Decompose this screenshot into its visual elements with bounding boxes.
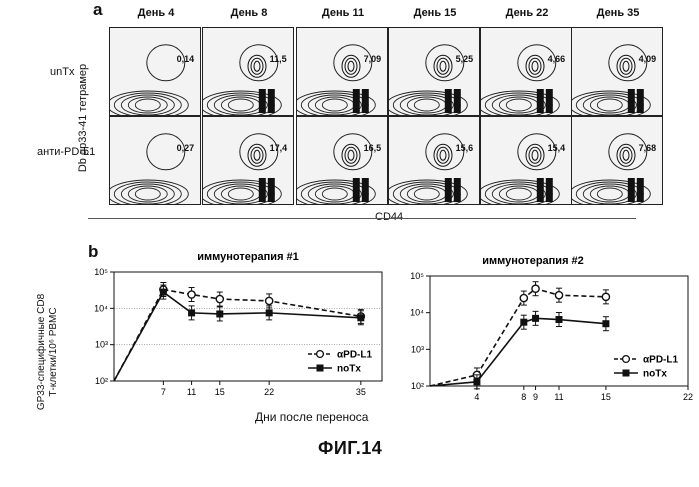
- legend-label: noTx: [337, 364, 361, 375]
- legend-marker: [317, 351, 324, 358]
- data-point-circle: [216, 295, 223, 302]
- x-tick-label: 11: [554, 392, 563, 402]
- data-point-square: [188, 309, 195, 316]
- data-point-circle: [555, 292, 562, 299]
- legend-label: αPD-L1: [337, 350, 372, 361]
- chart-title: иммунотерапия #1: [197, 251, 299, 263]
- y-tick-label: 10⁴: [94, 303, 108, 313]
- data-point-circle: [520, 294, 527, 301]
- x-tick-label: 15: [601, 392, 611, 402]
- y-tick-label: 10⁴: [410, 308, 424, 318]
- legend-marker: [623, 370, 630, 377]
- series-line: [430, 318, 606, 386]
- x-tick-label: 11: [187, 387, 196, 397]
- x-tick-label: 9: [533, 392, 538, 402]
- chart-title: иммунотерапия #2: [482, 255, 584, 267]
- x-tick-label: 4: [474, 392, 479, 402]
- x-tick-label: 22: [683, 392, 693, 402]
- y-tick-label: 10⁵: [94, 267, 108, 277]
- data-point-square: [473, 378, 480, 385]
- data-point-square: [160, 289, 167, 296]
- x-tick-label: 15: [215, 387, 225, 397]
- series-line: [430, 289, 606, 386]
- legend-label: αPD-L1: [643, 355, 678, 366]
- figure-label: ФИГ.14: [318, 438, 382, 459]
- y-tick-label: 10³: [95, 340, 108, 350]
- days-after-transfer-label: Дни после переноса: [255, 410, 368, 424]
- data-point-circle: [266, 297, 273, 304]
- y-tick-label: 10⁵: [410, 271, 424, 281]
- y-tick-label: 10²: [411, 381, 424, 391]
- data-point-circle: [532, 285, 539, 292]
- data-point-square: [520, 319, 527, 326]
- data-point-square: [532, 315, 539, 322]
- legend-marker: [317, 365, 324, 372]
- x-tick-label: 22: [264, 387, 274, 397]
- x-tick-label: 7: [161, 387, 166, 397]
- data-point-circle: [602, 293, 609, 300]
- legend-marker: [623, 356, 630, 363]
- y-tick-label: 10²: [95, 376, 108, 386]
- data-point-circle: [188, 291, 195, 298]
- x-tick-label: 8: [521, 392, 526, 402]
- legend-label: noTx: [643, 369, 667, 380]
- data-point-square: [556, 316, 563, 323]
- data-point-square: [266, 309, 273, 316]
- data-point-square: [216, 310, 223, 317]
- y-tick-label: 10³: [411, 344, 424, 354]
- data-point-square: [357, 314, 364, 321]
- data-point-square: [602, 320, 609, 327]
- x-tick-label: 35: [356, 387, 366, 397]
